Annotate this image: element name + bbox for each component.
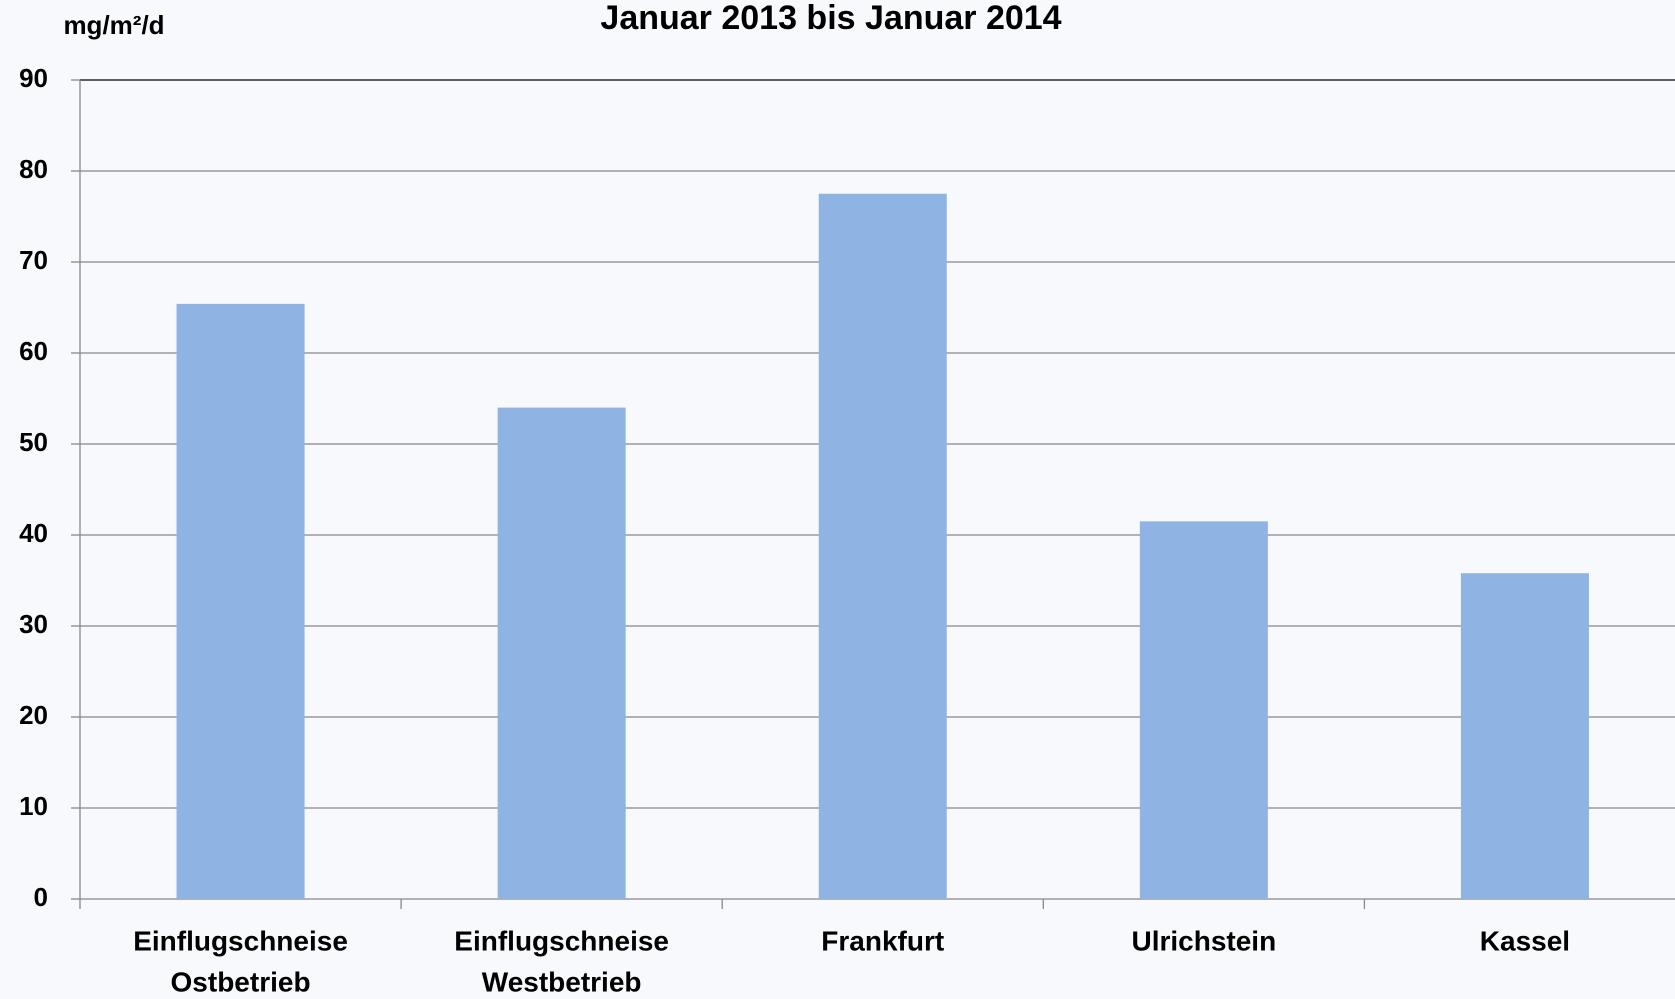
bar	[497, 407, 626, 899]
y-tick-label: 30	[19, 609, 48, 639]
chart-title: Januar 2013 bis Januar 2014	[600, 0, 1061, 37]
y-tick-label: 70	[19, 245, 48, 275]
x-tick-label: Einflugschneise	[454, 925, 669, 956]
y-tick-label: 10	[19, 791, 48, 821]
x-tick-label: Ulrichstein	[1131, 925, 1276, 956]
y-tick-label: 80	[19, 154, 48, 184]
x-tick-label: Ostbetrieb	[171, 966, 311, 997]
x-tick-label: Frankfurt	[821, 925, 944, 956]
y-tick-label: 0	[34, 882, 48, 912]
bar	[1460, 573, 1589, 899]
y-axis-label: mg/m²/d	[63, 10, 164, 40]
y-tick-label: 50	[19, 427, 48, 457]
bar	[1139, 521, 1268, 899]
x-tick-label: Kassel	[1480, 925, 1570, 956]
x-tick-label: Einflugschneise	[133, 925, 348, 956]
bar	[818, 193, 947, 899]
y-tick-label: 40	[19, 518, 48, 548]
bar	[176, 303, 305, 899]
x-tick-label: Westbetrieb	[482, 966, 642, 997]
y-tick-label: 90	[19, 63, 48, 93]
y-tick-label: 20	[19, 700, 48, 730]
y-tick-label: 60	[19, 336, 48, 366]
